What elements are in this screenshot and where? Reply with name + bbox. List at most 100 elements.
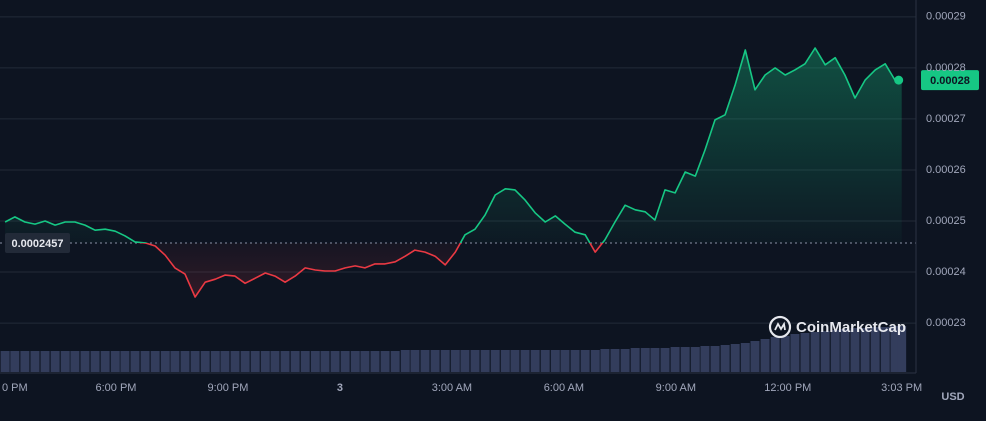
volume-bar [260,351,270,372]
volume-bar [480,350,490,372]
y-tick-label: 0.00029 [926,11,966,23]
volume-bar [580,350,590,372]
volume-bar [290,351,300,372]
current-price-box [921,70,979,91]
volume-bar [660,348,670,372]
watermark-text: CoinMarketCap [796,319,906,336]
volume-bar [650,348,660,372]
volume-bar [760,339,770,372]
volume-bar [530,350,540,372]
volume-bar [700,346,710,372]
volume-bar [20,351,30,372]
volume-bar [280,351,290,372]
currency: USD [941,391,964,403]
volume-bar [80,351,90,372]
y-tick-label: 0.00026 [926,164,966,176]
volume-bar [390,351,400,372]
baseline-box [5,232,70,253]
volume-bar [720,345,730,372]
volume-bar [680,347,690,372]
volume-bar [400,350,410,372]
volume-bar [810,332,820,372]
volume-bar [750,341,760,372]
x-tick-label: 3 [337,382,343,394]
volume-bar [140,351,150,372]
y-tick-label: 0.00025 [926,215,966,227]
volume-bar [897,326,907,372]
volume-bar [450,350,460,372]
volume-bar [130,351,140,372]
y-tick-label: 0.00028 [926,62,966,74]
volume-bar [360,351,370,372]
volume-bar [610,349,620,372]
volume-bar [370,351,380,372]
volume-bar [630,348,640,372]
volume-bar [270,351,280,372]
volume-bar [640,348,650,372]
volume-bar [830,330,840,372]
volume-bar [820,331,830,372]
volume-bar [840,329,850,372]
volume-bar [600,349,610,372]
x-tick-label: 9:00 PM [207,382,248,394]
volume-bar [150,351,160,372]
volume-bar [590,350,600,372]
x-tick-label: 6:00 PM [95,382,136,394]
volume-bar [550,350,560,372]
volume-bar [310,351,320,372]
volume-bar [470,350,480,372]
volume-bar [800,333,810,372]
price-line [4,47,902,298]
current-price-label: 0.00028 [930,75,970,87]
y-tick-label: 0.00024 [926,266,966,278]
volume-bar [520,350,530,372]
logo [768,315,792,339]
volume-bar [430,350,440,372]
volume-bar [350,351,360,372]
x-tick-label: 12:00 PM [764,382,811,394]
volume-bar [790,334,800,372]
volume-bar [180,351,190,372]
volume-bar [250,351,260,372]
x-tick-label: 6:00 AM [544,382,584,394]
volume-bar [710,346,720,372]
x-tick-label: 3:03 PM [881,382,922,394]
volume-bar [730,344,740,372]
volume-bar [190,351,200,372]
y-tick-label: 0.00023 [926,317,966,329]
volume-bar [30,351,40,372]
volume-bar [320,351,330,372]
plot: 0.00028 0.0002457 [0,47,979,298]
volume-bar [500,350,510,372]
y-tick-label: 0.00027 [926,113,966,125]
volume-bar [230,351,240,372]
volume-bar [670,347,680,372]
logo [774,321,786,331]
volume-bar [340,351,350,372]
volume-bar [50,351,60,372]
volume-bar [870,327,880,372]
volume-bar [120,351,130,372]
baseline-label: 0.0002457 [12,238,64,250]
x-tick-label: 9:00 AM [656,382,696,394]
last-point [894,75,904,85]
volume-bar [60,351,70,372]
volume-bar [10,351,20,372]
volume-bar [100,351,110,372]
volume-bar [740,343,750,372]
volume-bar [40,351,50,372]
x-tick-label: 3:00 AM [432,382,472,394]
volume-bar [770,337,780,372]
volume-bar [560,350,570,372]
volume-bar [860,328,870,372]
volume-bar [160,351,170,372]
volume-bar [420,350,430,372]
volume-bar [890,326,900,372]
volume-bar [200,351,210,372]
grid [0,16,916,324]
volume-bar [0,351,10,372]
volume-bar [110,351,120,372]
volume-bar [380,351,390,372]
